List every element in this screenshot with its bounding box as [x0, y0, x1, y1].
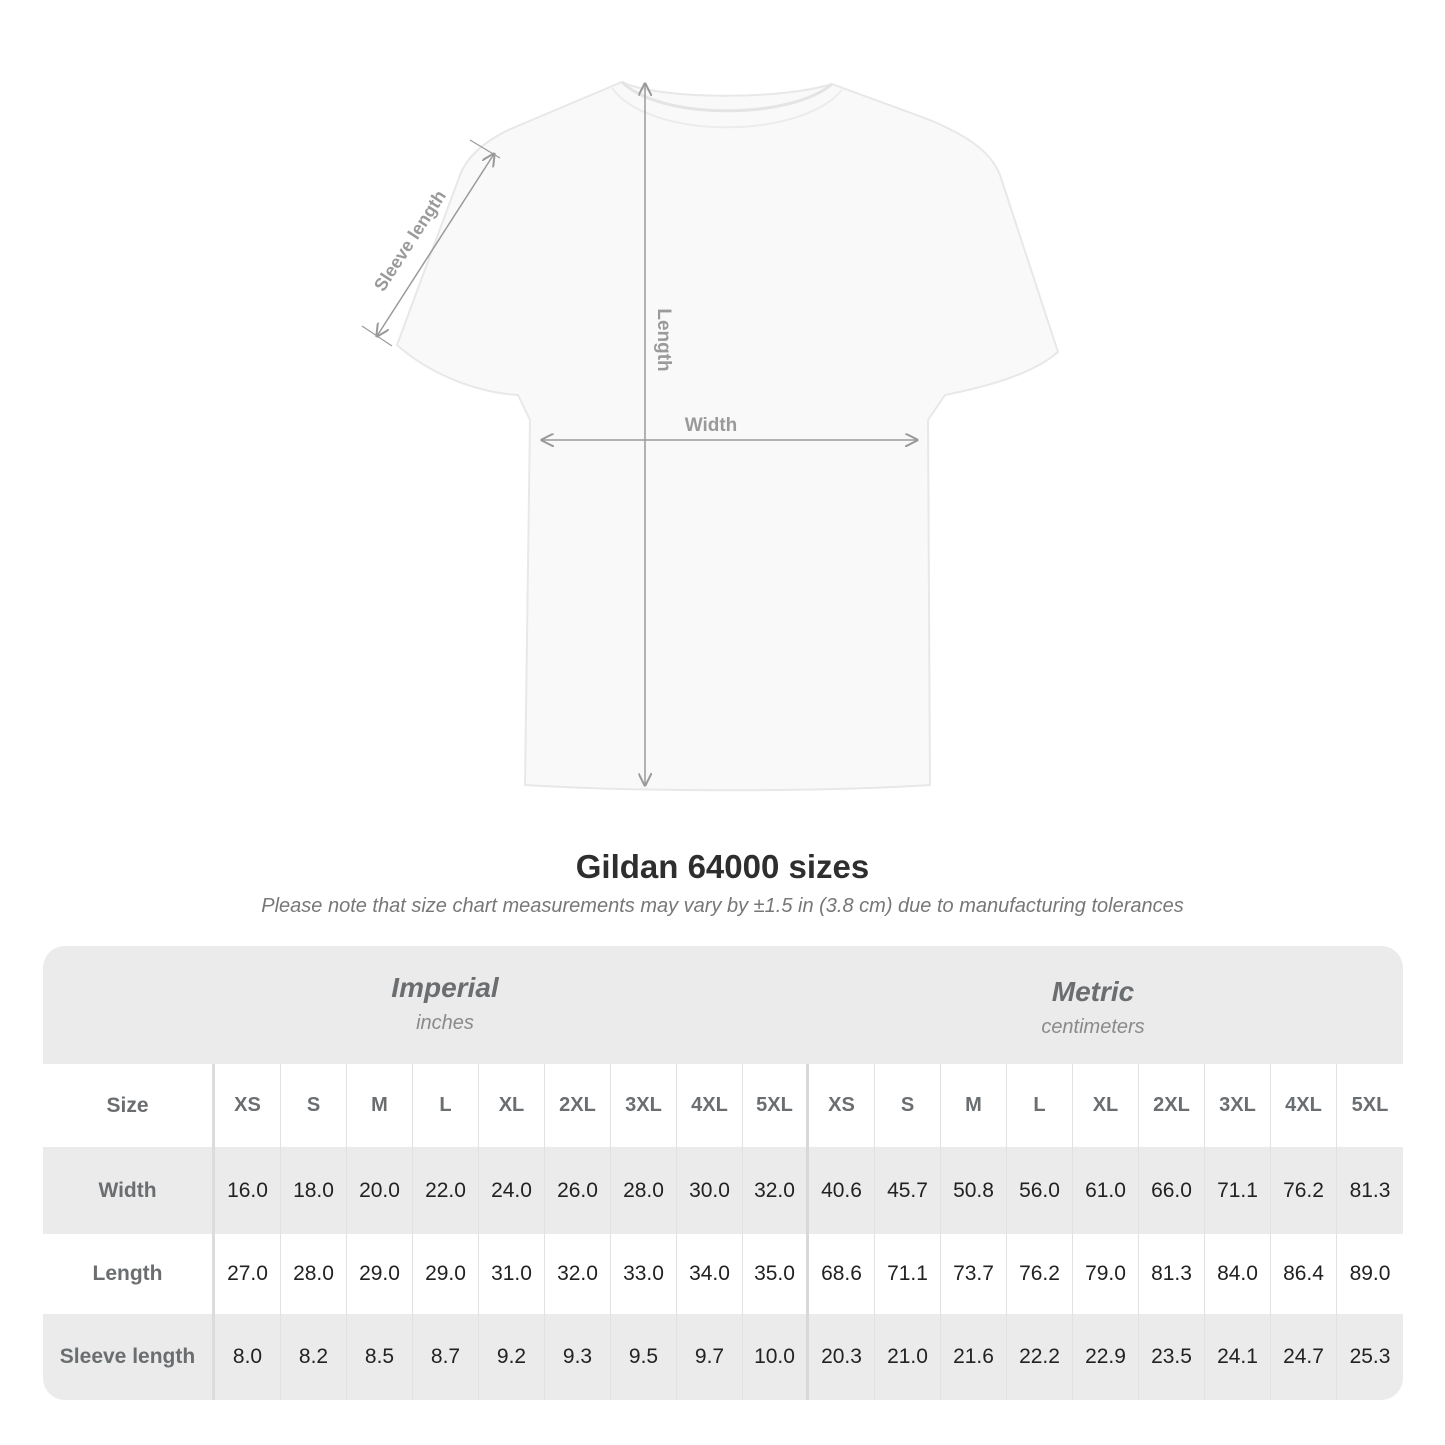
imperial-value-cell: 10.0 — [743, 1314, 809, 1400]
imperial-value-cell: 28.0 — [611, 1147, 677, 1234]
metric-value-cell: 66.0 — [1139, 1147, 1205, 1234]
metric-value-cell: 79.0 — [1073, 1234, 1139, 1314]
size-metric-header: 3XL — [1205, 1064, 1271, 1147]
size-header-row: Size XS S M L XL 2XL 3XL 4XL 5XL XS S M L XL 2XL 3XL 4XL 5… — [43, 1064, 1403, 1147]
imperial-value-cell: 29.0 — [347, 1234, 413, 1314]
metric-value-cell: 86.4 — [1271, 1234, 1337, 1314]
imperial-value-cell: 35.0 — [743, 1234, 809, 1314]
imperial-value-cell: 24.0 — [479, 1147, 545, 1234]
metric-value-cell: 84.0 — [1205, 1234, 1271, 1314]
size-imperial-header: XL — [479, 1064, 545, 1147]
metric-value-cell: 81.3 — [1349, 1178, 1391, 1202]
metric-value-cell: 21.6 — [941, 1314, 1007, 1400]
metric-unit: centimeters — [1041, 1016, 1145, 1038]
metric-value-cell: 61.0 — [1073, 1147, 1139, 1234]
size-imperial-header: 4XL — [677, 1064, 743, 1147]
imperial-value-cell: 18.0 — [281, 1147, 347, 1234]
metric-value-cell: 71.1 — [1205, 1147, 1271, 1234]
imperial-value-cell: 9.3 — [545, 1314, 611, 1400]
size-metric-header: M — [941, 1064, 1007, 1147]
imperial-value-cell: 30.0 — [677, 1147, 743, 1234]
size-metric-header: S — [875, 1064, 941, 1147]
tolerance-note: Please note that size chart measurements… — [261, 895, 1184, 917]
metric-value-cell: 45.7 — [875, 1147, 941, 1234]
imperial-value-cell: 9.2 — [479, 1314, 545, 1400]
metric-value-cell: 68.6 — [809, 1234, 875, 1314]
table-row: Width 16.0 18.0 20.0 22.0 24.0 26.0 28.0 30.0 32.… — [43, 1147, 1403, 1234]
imperial-value-cell: 34.0 — [677, 1234, 743, 1314]
imperial-value-cell: 33.0 — [611, 1234, 677, 1314]
size-imperial-header: 5XL — [743, 1064, 809, 1147]
metric-value-cell: 76.2 — [1007, 1234, 1073, 1314]
metric-value-cell: 24.1 — [1205, 1314, 1271, 1400]
imperial-value-cell: 8.2 — [281, 1314, 347, 1400]
imperial-value-cell: 32.0 — [743, 1147, 809, 1234]
metric-title: Metric — [1051, 976, 1135, 1007]
imperial-value-cell: 16.0 — [215, 1147, 281, 1234]
imperial-value-cell: 29.0 — [413, 1234, 479, 1314]
imperial-value-cell: 22.0 — [413, 1147, 479, 1234]
metric-value-cell: 56.0 — [1007, 1147, 1073, 1234]
imperial-value-cell: 9.5 — [611, 1314, 677, 1400]
row-label: Width — [43, 1147, 215, 1234]
metric-header: Metric centimeters — [808, 950, 1378, 1068]
length-label: Length — [653, 308, 674, 371]
imperial-value-cell: 31.0 — [479, 1234, 545, 1314]
imperial-value-cell: 8.0 — [215, 1314, 281, 1400]
metric-value-cell: 71.1 — [875, 1234, 941, 1314]
metric-value-cell: 21.0 — [875, 1314, 941, 1400]
size-metric-header: XL — [1073, 1064, 1139, 1147]
size-metric-header: 2XL — [1139, 1064, 1205, 1147]
table-row: Sleeve length 8.0 8.2 8.5 8.7 9.2 9.3 9.5 9.7 10.… — [43, 1314, 1403, 1400]
tshirt-shape — [395, 80, 1060, 792]
imperial-unit: inches — [416, 1012, 474, 1034]
size-imperial-header: 2XL — [545, 1064, 611, 1147]
size-imperial-header: 3XL — [611, 1064, 677, 1147]
imperial-value-cell: 27.0 — [215, 1234, 281, 1314]
metric-value-cell: 81.3 — [1139, 1234, 1205, 1314]
metric-value-cell: 40.6 — [809, 1147, 875, 1234]
metric-value-cell: 76.2 — [1271, 1147, 1337, 1234]
metric-value-cell: 22.2 — [1007, 1314, 1073, 1400]
metric-value-cell: 89.0 — [1349, 1262, 1391, 1285]
metric-value-cell: 22.9 — [1073, 1314, 1139, 1400]
metric-value-cell: 20.3 — [809, 1314, 875, 1400]
size-imperial-header: L — [413, 1064, 479, 1147]
size-metric-header: 5XL — [1351, 1094, 1389, 1116]
page-title: Gildan 64000 sizes — [575, 848, 870, 885]
imperial-header: Imperial inches — [215, 946, 675, 1064]
width-label: Width — [685, 415, 738, 436]
imperial-value-cell: 9.7 — [677, 1314, 743, 1400]
size-imperial-header: XS — [215, 1064, 281, 1147]
metric-value-cell: 50.8 — [941, 1147, 1007, 1234]
row-label: Length — [43, 1234, 215, 1314]
size-metric-header: L — [1007, 1064, 1073, 1147]
imperial-value-cell: 8.7 — [413, 1314, 479, 1400]
imperial-value-cell: 32.0 — [545, 1234, 611, 1314]
imperial-value-cell: 28.0 — [281, 1234, 347, 1314]
size-table: Imperial inches Metric centimeters Size X… — [43, 946, 1403, 1400]
row-label: Sleeve length — [43, 1314, 215, 1400]
size-imperial-header: S — [281, 1064, 347, 1147]
metric-value-cell: 24.7 — [1271, 1314, 1337, 1400]
metric-value-cell: 73.7 — [941, 1234, 1007, 1314]
imperial-title: Imperial — [391, 972, 499, 1003]
sleeve-arrow — [377, 154, 494, 336]
metric-value-cell: 25.3 — [1349, 1345, 1391, 1368]
imperial-value-cell: 26.0 — [545, 1147, 611, 1234]
imperial-value-cell: 20.0 — [347, 1147, 413, 1234]
size-imperial-header: M — [347, 1064, 413, 1147]
size-metric-header: 4XL — [1271, 1064, 1337, 1147]
size-metric-header: XS — [809, 1064, 875, 1147]
tshirt-diagram: Width Length Sleeve length — [361, 80, 1060, 792]
size-label: Size — [43, 1064, 215, 1147]
imperial-value-cell: 8.5 — [347, 1314, 413, 1400]
metric-value-cell: 23.5 — [1139, 1314, 1205, 1400]
table-row: Length 27.0 28.0 29.0 29.0 31.0 32.0 33.0 34.0 35… — [43, 1234, 1403, 1314]
